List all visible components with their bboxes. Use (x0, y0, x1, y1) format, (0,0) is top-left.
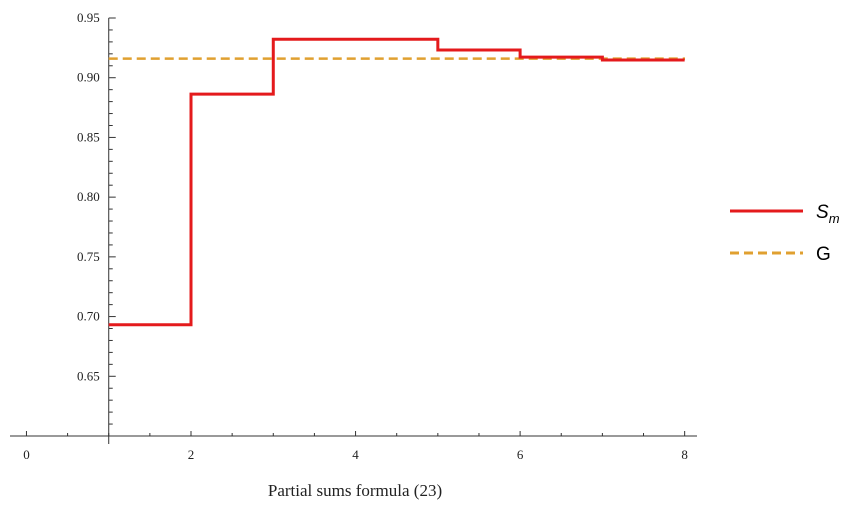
legend-label-sm-main: S (816, 202, 829, 223)
axes (10, 18, 697, 444)
x-tick-label: 0 (23, 447, 30, 462)
y-tick-label: 0.75 (77, 249, 100, 264)
x-tick-label: 6 (517, 447, 524, 462)
x-tick-label: 4 (352, 447, 359, 462)
ticks: 0 2 4 6 8 0.65 0.70 0.75 0.80 0.85 0.90 0.95 (23, 10, 688, 462)
marks (108, 37, 685, 327)
x-tick-label: 2 (188, 447, 195, 462)
y-tick-label: 0.90 (77, 70, 100, 85)
y-tick-label: 0.95 (77, 10, 100, 25)
y-tick-label: 0.70 (77, 309, 100, 324)
x-axis-title: Partial sums formula (23) (268, 481, 442, 500)
x-tick-label: 8 (681, 447, 688, 462)
y-tick-label: 0.65 (77, 368, 100, 383)
y-tick-label: 0.85 (77, 129, 100, 144)
legend-label-sm-sub: m (829, 211, 840, 226)
series-sm-line (108, 37, 685, 327)
legend-label-g: G (816, 244, 831, 265)
legend-label-sm: Sm (816, 202, 840, 226)
y-tick-label: 0.80 (77, 189, 100, 204)
legend: Sm G (730, 202, 840, 265)
